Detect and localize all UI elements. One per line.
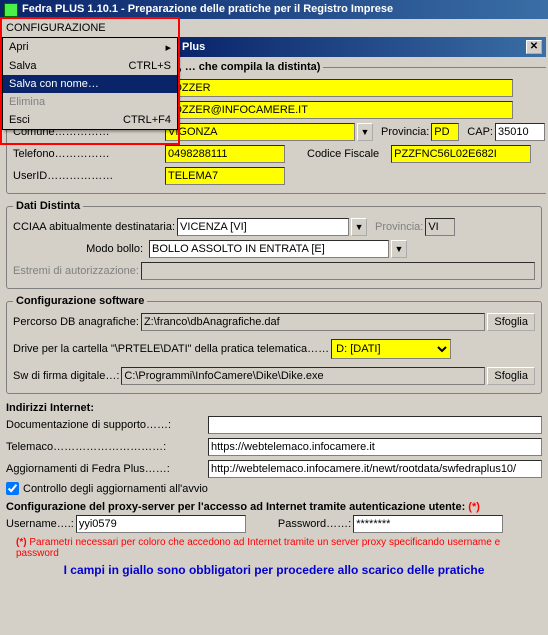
menu-salva-con-nome[interactable]: Salva con nome… <box>3 75 177 93</box>
field-telefono[interactable] <box>165 145 285 163</box>
chk-aggiornamenti[interactable] <box>6 482 19 495</box>
combo-arrow-icon[interactable]: ▼ <box>351 218 367 236</box>
lbl-estremi: Estremi di autorizzazione: <box>13 265 139 277</box>
menubar: CONFIGURAZIONE <box>0 19 548 37</box>
fs3-legend: Configurazione software <box>13 295 147 307</box>
btn-sfoglia-1[interactable]: Sfoglia <box>487 313 535 331</box>
lbl-cap: CAP: <box>467 126 493 138</box>
lbl-modo: Modo bollo: <box>13 243 143 255</box>
lbl-prov2: Provincia: <box>375 221 423 233</box>
menu-apri[interactable]: Apri ▸ <box>3 38 177 57</box>
lbl-percorso: Percorso DB anagrafiche: <box>13 316 139 328</box>
field-cf[interactable] <box>391 145 531 163</box>
lbl-userid: UserID……………… <box>13 170 163 182</box>
field-telemaco[interactable] <box>208 438 542 456</box>
content: ipito dello studio, associazione, … che … <box>2 57 546 633</box>
field-percorso <box>141 313 485 331</box>
lbl-telemaco: Telemaco…………………………: <box>6 441 206 453</box>
lbl-cf: Codice Fiscale <box>307 148 379 160</box>
field-ragione[interactable] <box>163 79 513 97</box>
lbl-cciaa: CCIAA abitualmente destinataria: <box>13 221 175 233</box>
field-estremi <box>141 262 535 280</box>
lbl-agg: Aggiornamenti di Fedra Plus……: <box>6 463 206 475</box>
combo-arrow-icon[interactable]: ▼ <box>391 240 407 258</box>
btn-sfoglia-2[interactable]: Sfoglia <box>487 367 535 385</box>
submenu-arrow-icon: ▸ <box>165 41 171 54</box>
proxy-note: (*) Parametri necessari per coloro che a… <box>16 537 542 559</box>
field-agg[interactable] <box>208 460 542 478</box>
lbl-sw: Sw di firma digitale…: <box>13 370 119 382</box>
field-provincia[interactable] <box>431 123 459 141</box>
close-icon[interactable]: ✕ <box>526 40 542 54</box>
titlebar-text: Fedra PLUS 1.10.1 - Preparazione delle p… <box>22 0 393 19</box>
app-icon <box>4 3 18 17</box>
field-doc[interactable] <box>208 416 542 434</box>
config-dropdown: Apri ▸ Salva CTRL+S Salva con nome… Elim… <box>2 37 178 130</box>
fs2-legend: Dati Distinta <box>13 200 83 212</box>
footer-note: I campi in giallo sono obbligatori per p… <box>6 563 542 577</box>
field-comune[interactable] <box>165 123 355 141</box>
field-cap[interactable] <box>495 123 545 141</box>
menu-salva[interactable]: Salva CTRL+S <box>3 57 177 75</box>
lbl-doc: Documentazione di supporto……: <box>6 419 206 431</box>
field-drive[interactable]: D: [DATI] <box>331 339 451 359</box>
field-prov2 <box>425 218 455 236</box>
menu-configurazione[interactable]: CONFIGURAZIONE <box>0 21 112 35</box>
head-internet: Indirizzi Internet: <box>6 400 542 416</box>
head-proxy: Configurazione del proxy-server per l'ac… <box>6 499 542 515</box>
lbl-drive: Drive per la cartella "\PRTELE\DATI" del… <box>13 343 329 355</box>
lbl-password: Password……: <box>278 518 351 530</box>
field-email[interactable] <box>163 101 513 119</box>
lbl-chk: Controllo degli aggiornamenti all'avvio <box>23 483 208 495</box>
lbl-telefono: Telefono…………… <box>13 148 163 160</box>
field-modo[interactable] <box>149 240 389 258</box>
field-username[interactable] <box>76 515 246 533</box>
panel-title: Plus ✕ <box>178 37 546 57</box>
field-cciaa[interactable] <box>177 218 349 236</box>
field-password[interactable] <box>353 515 503 533</box>
fs-distinta: Dati Distinta CCIAA abitualmente destina… <box>6 200 542 289</box>
menu-esci[interactable]: Esci CTRL+F4 <box>3 111 177 129</box>
menu-elimina: Elimina <box>3 93 177 111</box>
lbl-provincia: Provincia: <box>381 126 429 138</box>
field-userid[interactable] <box>165 167 285 185</box>
titlebar: Fedra PLUS 1.10.1 - Preparazione delle p… <box>0 0 548 19</box>
lbl-username: Username….: <box>6 518 74 530</box>
field-sw <box>121 367 485 385</box>
fs-software: Configurazione software Percorso DB anag… <box>6 295 542 394</box>
combo-arrow-icon[interactable]: ▼ <box>357 123 373 141</box>
